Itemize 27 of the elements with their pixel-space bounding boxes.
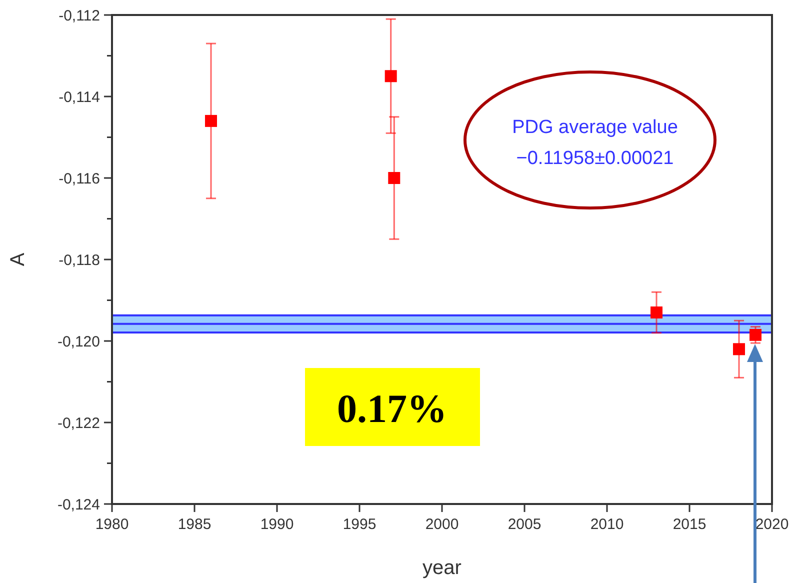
y-axis-title: A [7,252,29,266]
x-axis-title: year [422,557,462,579]
point [384,70,397,82]
x-tick-label: 2020 [755,516,789,533]
x-tick-label: 1990 [260,516,294,533]
y-tick-label: -0,120 [57,333,100,350]
y-tick-label: -0,116 [58,170,100,188]
y-tick-label: -0,122 [57,414,100,432]
y-tick-label: -0,114 [58,88,100,106]
point [650,306,662,318]
x-tick-label: 1980 [95,516,129,533]
x-tick-label: 2005 [508,516,542,533]
annotation: 0.17% [337,386,447,431]
point [750,328,762,341]
y-tick-label: -0,118 [58,252,100,269]
point [733,343,745,356]
x-tick-label: 2015 [672,516,706,533]
x-tick-label: 2010 [590,516,624,533]
annotation: −0.11958±0.00021 [516,148,674,169]
point [388,172,400,184]
y-tick-label: -0,124 [57,496,100,514]
x-tick-label: 2000 [425,516,459,533]
annotation: PDG average value [512,117,678,138]
x-tick-label: 1985 [178,516,212,533]
y-tick-label: -0,112 [58,7,100,24]
point [205,114,217,127]
x-tick-label: 1995 [342,516,376,533]
